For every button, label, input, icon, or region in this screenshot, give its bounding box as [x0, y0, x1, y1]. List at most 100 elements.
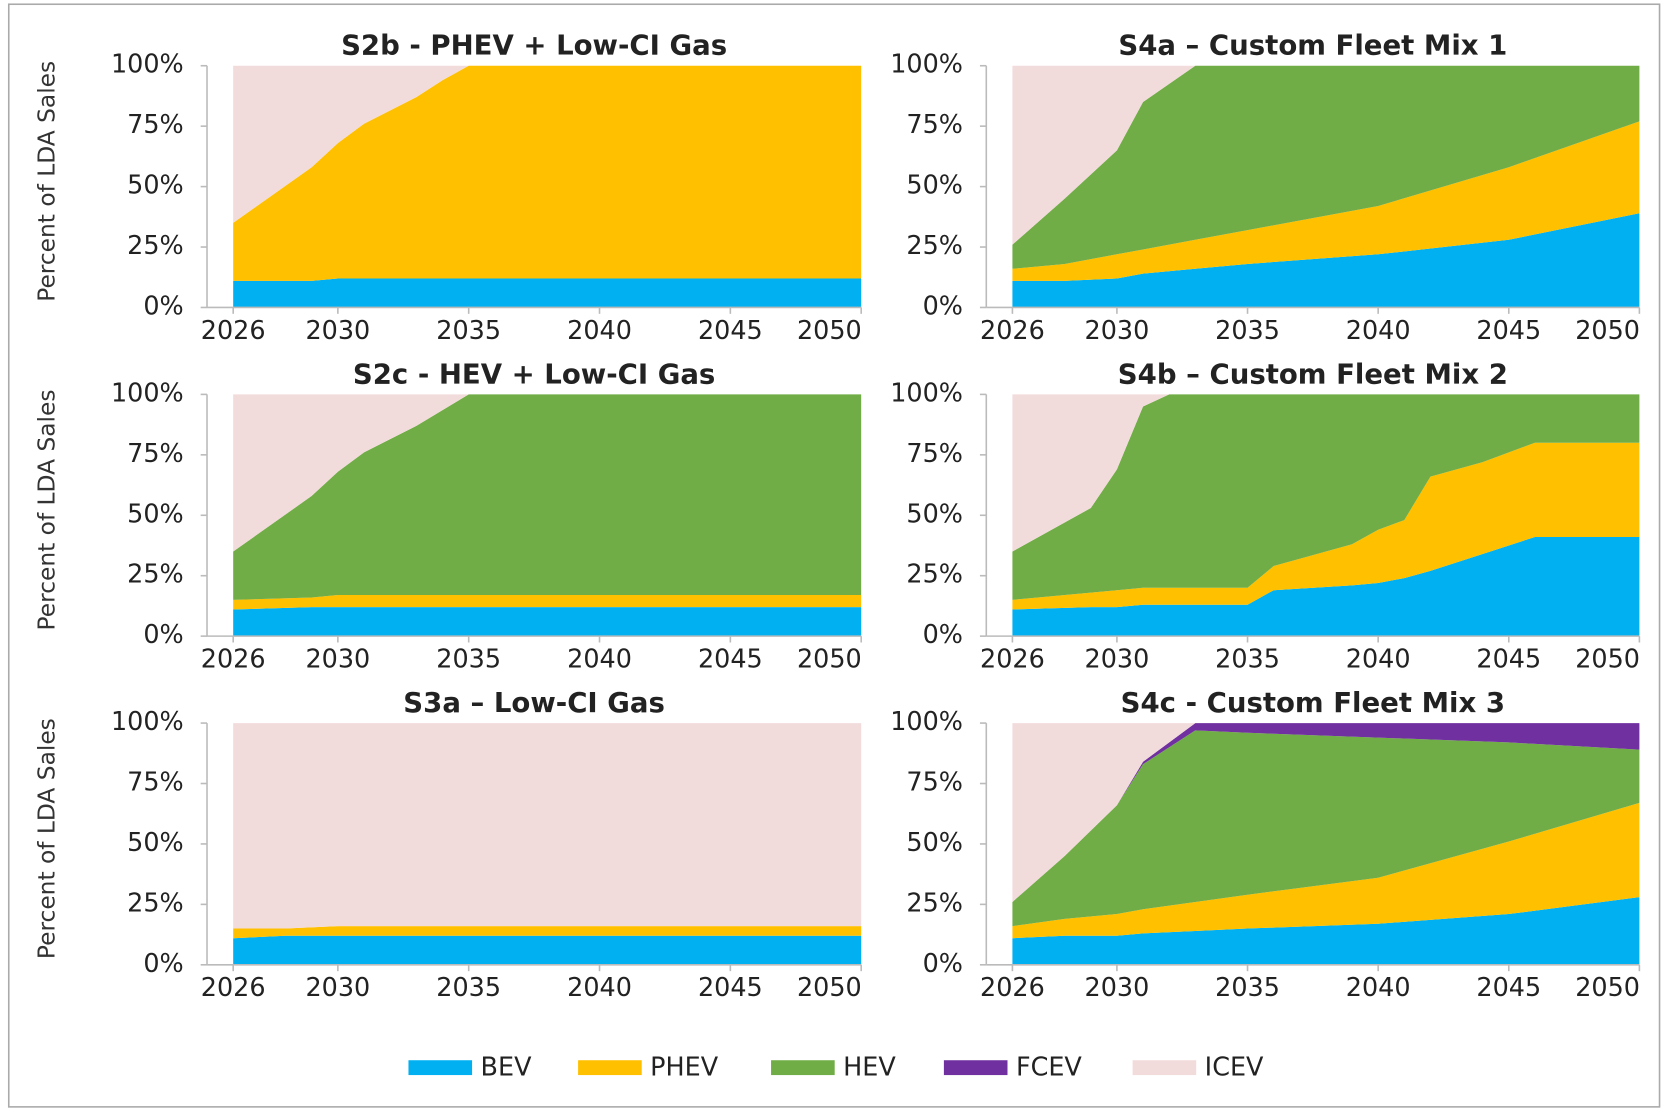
chart-title: S4b – Custom Fleet Mix 2 [1118, 358, 1508, 390]
legend-label: PHEV [650, 1052, 719, 1082]
x-tick-label: 2026 [201, 315, 266, 345]
y-tick-label: 100% [890, 706, 963, 736]
x-tick-label: 2035 [436, 644, 501, 674]
y-tick-label: 0% [923, 290, 963, 320]
chart-title: S4a – Custom Fleet Mix 1 [1118, 30, 1507, 62]
y-tick-label: 100% [111, 706, 184, 736]
x-tick-label: 2040 [1346, 644, 1411, 674]
x-tick-label: 2045 [1476, 644, 1541, 674]
area [233, 278, 862, 308]
area [233, 394, 862, 552]
y-tick-label: 100% [890, 377, 963, 407]
x-tick-label: 2040 [567, 315, 632, 345]
legend-swatch [408, 1060, 473, 1076]
x-tick-label: 2030 [1085, 644, 1150, 674]
area [1012, 394, 1640, 600]
legend-swatch [578, 1060, 642, 1076]
y-tick-label: 25% [906, 230, 963, 260]
chart-title: S4c - Custom Fleet Mix 3 [1121, 687, 1505, 719]
y-tick-label: 50% [906, 827, 963, 857]
y-tick-label: 75% [906, 767, 963, 797]
area [233, 65, 862, 281]
y-tick-label: 0% [143, 290, 183, 320]
x-tick-label: 2040 [1346, 315, 1411, 345]
area [1012, 65, 1640, 269]
y-tick-label: 0% [923, 619, 963, 649]
x-tick-label: 2050 [1575, 315, 1640, 345]
y-tick-label: 100% [111, 49, 184, 79]
y-tick-label: 50% [127, 498, 184, 528]
y-tick-label: 75% [127, 438, 184, 468]
x-tick-label: 2035 [436, 972, 501, 1002]
area [1012, 897, 1640, 965]
area [1012, 730, 1640, 927]
x-tick-label: 2030 [305, 315, 370, 345]
x-tick-label: 2045 [1476, 315, 1541, 345]
area [1012, 537, 1640, 637]
x-tick-label: 2026 [980, 972, 1045, 1002]
area [1012, 442, 1640, 610]
y-tick-label: 50% [906, 170, 963, 200]
legend-label: ICEV [1205, 1052, 1264, 1082]
legend-label: HEV [843, 1052, 896, 1082]
x-tick-label: 2045 [698, 315, 763, 345]
x-tick-label: 2040 [567, 972, 632, 1002]
legend-swatch [943, 1060, 1008, 1076]
area [233, 595, 862, 610]
y-tick-label: 75% [906, 109, 963, 139]
x-tick-label: 2035 [1215, 644, 1280, 674]
y-tick-label: 50% [906, 498, 963, 528]
x-tick-label: 2035 [1215, 972, 1280, 1002]
y-tick-label: 25% [127, 887, 184, 917]
area [1012, 213, 1640, 308]
y-tick-label: 25% [127, 230, 184, 260]
area [1012, 121, 1640, 281]
area [233, 607, 862, 637]
x-tick-label: 2026 [201, 644, 266, 674]
x-tick-label: 2050 [797, 972, 862, 1002]
x-tick-label: 2045 [1476, 972, 1541, 1002]
area [1012, 65, 1640, 245]
area [1012, 723, 1640, 902]
legend-label: BEV [481, 1052, 533, 1082]
y-tick-label: 25% [127, 559, 184, 589]
area [233, 723, 862, 929]
x-tick-label: 2050 [797, 315, 862, 345]
area [233, 926, 862, 939]
x-tick-label: 2035 [1215, 315, 1280, 345]
y-tick-label: 0% [923, 948, 963, 978]
area [233, 394, 862, 600]
area [1012, 723, 1640, 902]
x-tick-label: 2045 [698, 972, 763, 1002]
y-tick-label: 25% [906, 559, 963, 589]
y-axis-label: Percent of LDA Sales [33, 389, 60, 630]
chart-title: S2c - HEV + Low-CI Gas [353, 358, 715, 390]
x-tick-label: 2030 [1085, 972, 1150, 1002]
y-tick-label: 75% [127, 767, 184, 797]
x-tick-label: 2040 [567, 644, 632, 674]
x-tick-label: 2050 [1575, 972, 1640, 1002]
x-tick-label: 2026 [980, 315, 1045, 345]
chart-title: S2b - PHEV + Low-CI Gas [341, 30, 727, 62]
y-axis-label: Percent of LDA Sales [33, 718, 60, 959]
x-tick-label: 2050 [1575, 644, 1640, 674]
x-tick-label: 2030 [305, 644, 370, 674]
legend-swatch [771, 1060, 835, 1076]
chart-title: S3a – Low-CI Gas [403, 687, 665, 719]
area [1012, 394, 1640, 552]
legend-swatch [1132, 1060, 1197, 1076]
area [233, 65, 862, 223]
x-tick-label: 2040 [1346, 972, 1411, 1002]
x-tick-label: 2030 [1085, 315, 1150, 345]
y-tick-label: 50% [127, 170, 184, 200]
x-tick-label: 2045 [698, 644, 763, 674]
y-tick-label: 25% [906, 887, 963, 917]
y-tick-label: 100% [890, 49, 963, 79]
x-tick-label: 2050 [797, 644, 862, 674]
y-tick-label: 0% [143, 619, 183, 649]
y-tick-label: 75% [127, 109, 184, 139]
y-tick-label: 100% [111, 377, 184, 407]
x-tick-label: 2026 [201, 972, 266, 1002]
area [233, 935, 862, 965]
